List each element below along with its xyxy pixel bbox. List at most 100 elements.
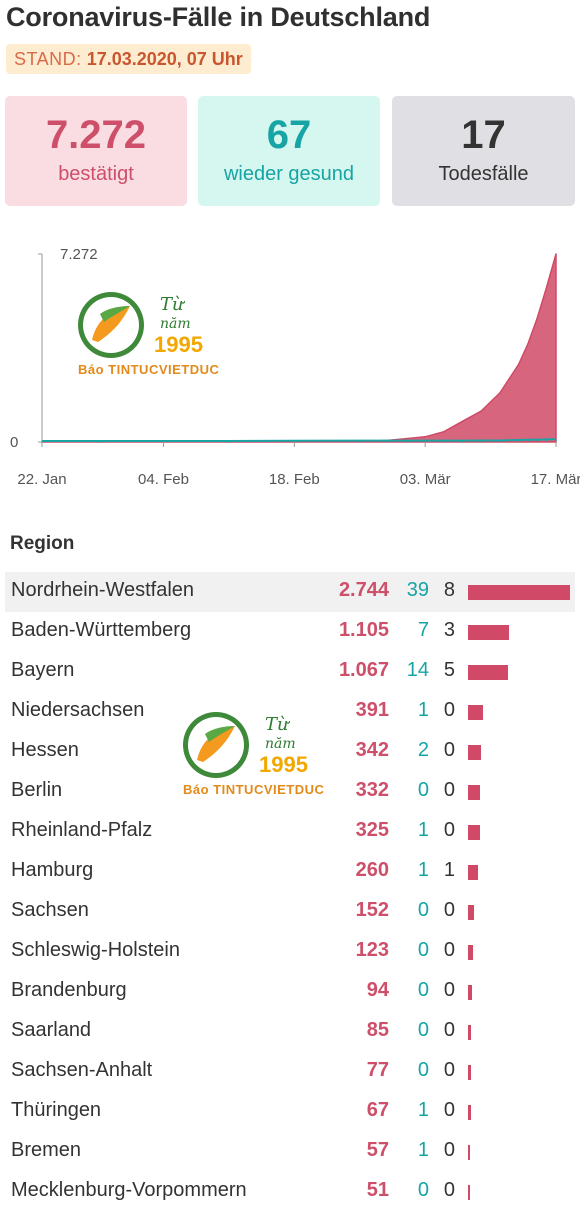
recovered-value: 1 (417, 1139, 429, 1161)
watermark-year: 1995 (154, 332, 203, 357)
region-name: Mecklenburg-Vorpommern (11, 1179, 247, 1201)
watermark-logo: Từ năm 1995 Báo TINTUCVIETDUC (78, 292, 219, 392)
watermark-line1: Từ (160, 294, 184, 315)
confirmed-value: 332 (355, 779, 389, 801)
confirmed-bar (468, 1025, 472, 1040)
deaths-count: 17 (461, 113, 506, 157)
confirmed-bar (468, 865, 478, 880)
confirmed-bar (468, 1065, 471, 1080)
leaf-icon (197, 726, 235, 762)
deaths-label: Todesfälle (438, 163, 529, 185)
stand-value: 17.03.2020, 07 Uhr (86, 49, 243, 69)
recovered-value: 7 (417, 619, 429, 641)
region-name: Baden-Württemberg (11, 619, 192, 641)
data-point (97, 441, 99, 443)
watermark-logo: Từ năm 1995 Báo TINTUCVIETDUC (183, 712, 325, 812)
confirmed-bar (468, 705, 483, 720)
region-name: Saarland (11, 1019, 92, 1041)
leaf-icon (92, 306, 130, 342)
watermark-line2: năm (160, 316, 191, 332)
region-name: Berlin (11, 779, 63, 801)
confirmed-bar (468, 745, 481, 760)
confirmed-bar (468, 1145, 471, 1160)
table-row: Brandenburg 94 0 0 (5, 972, 575, 1012)
region-name: Bayern (11, 659, 75, 681)
table-row: Sachsen-Anhalt 77 0 0 (5, 1052, 575, 1092)
data-point (499, 440, 501, 443)
data-point (443, 430, 445, 433)
region-name: Schleswig-Holstein (11, 939, 180, 961)
table-row: Niedersachsen 391 1 0 (5, 692, 575, 732)
confirmed-value: 94 (366, 979, 389, 1001)
recovered-value: 1 (417, 699, 429, 721)
table-row: Bayern 1.067 14 5 (5, 652, 575, 692)
region-name: Sachsen (11, 899, 89, 921)
region-name: Bremen (11, 1139, 82, 1161)
confirmed-value: 325 (355, 819, 389, 841)
table-row: Baden-Württemberg 1.105 7 3 (5, 612, 575, 652)
table-row: Hamburg 260 1 1 (5, 852, 575, 892)
watermark-brand: Báo TINTUCVIETDUC (183, 782, 325, 797)
table-row: Sachsen 152 0 0 (5, 892, 575, 932)
recovered-label: wieder gesund (223, 163, 355, 185)
confirmed-value: 57 (366, 1139, 389, 1161)
data-point (555, 253, 557, 255)
confirmed-card: 7.272 bestätigt (5, 96, 187, 206)
confirmed-value: 123 (355, 939, 389, 961)
confirmed-bar (468, 905, 474, 920)
recovered-value: 0 (417, 1019, 429, 1041)
recovered-card: 67 wieder gesund (198, 96, 380, 206)
region-name: Niedersachsen (11, 699, 145, 721)
recovered-value: 0 (417, 779, 429, 801)
recovered-value: 39 (406, 579, 429, 601)
recovered-value: 2 (417, 739, 429, 761)
deaths-value: 0 (443, 1019, 455, 1041)
deaths-value: 8 (443, 579, 455, 601)
deaths-value: 0 (443, 819, 455, 841)
watermark-line1: Từ (265, 714, 289, 735)
confirmed-value: 77 (366, 1059, 389, 1081)
data-point (405, 440, 408, 443)
region-name: Thüringen (11, 1099, 102, 1121)
deaths-value: 5 (443, 659, 455, 681)
data-point (424, 436, 427, 438)
data-point (461, 420, 464, 423)
data-point (499, 392, 501, 394)
data-point (545, 439, 548, 442)
data-point (517, 440, 520, 442)
table-row: Schleswig-Holstein 123 0 0 (5, 932, 575, 972)
recovered-value: 0 (417, 979, 429, 1001)
table-row: Rheinland-Pfalz 325 1 0 (5, 812, 575, 852)
deaths-card: 17 Todesfälle (392, 96, 575, 206)
recovered-value: 0 (417, 899, 429, 921)
data-point (358, 440, 361, 443)
deaths-value: 0 (443, 1099, 455, 1121)
confirmed-count: 7.272 (45, 113, 147, 157)
data-point (443, 440, 445, 443)
table-row: Berlin 332 0 0 (5, 772, 575, 812)
confirmed-value: 152 (355, 899, 389, 921)
recovered-count: 67 (266, 113, 312, 157)
deaths-value: 3 (443, 619, 455, 641)
confirmed-value: 85 (366, 1019, 389, 1041)
x-tick-label: 04. Feb (138, 471, 189, 488)
page-title: Coronavirus-Fälle in Deutschland (6, 2, 431, 32)
region-name: Sachsen-Anhalt (11, 1059, 153, 1081)
recovered-value: 0 (417, 1059, 429, 1081)
deaths-value: 0 (443, 779, 455, 801)
deaths-value: 0 (443, 699, 455, 721)
region-header: Region (10, 533, 75, 554)
x-tick-label: 17. Mär (531, 471, 580, 488)
deaths-value: 0 (443, 939, 455, 961)
recovered-value: 1 (417, 819, 429, 841)
region-name: Hamburg (11, 859, 94, 881)
confirmed-bar (468, 1185, 470, 1200)
region-table: Nordrhein-Westfalen 2.744 39 8 Baden-Württem… (5, 572, 575, 1211)
confirmed-bar (468, 585, 570, 600)
deaths-value: 0 (443, 1179, 455, 1201)
table-row: Bremen 57 1 0 (5, 1132, 575, 1172)
confirmed-value: 260 (355, 859, 389, 881)
confirmed-bar (468, 825, 481, 840)
recovered-value: 0 (417, 939, 429, 961)
region-name: Nordrhein-Westfalen (11, 579, 195, 601)
